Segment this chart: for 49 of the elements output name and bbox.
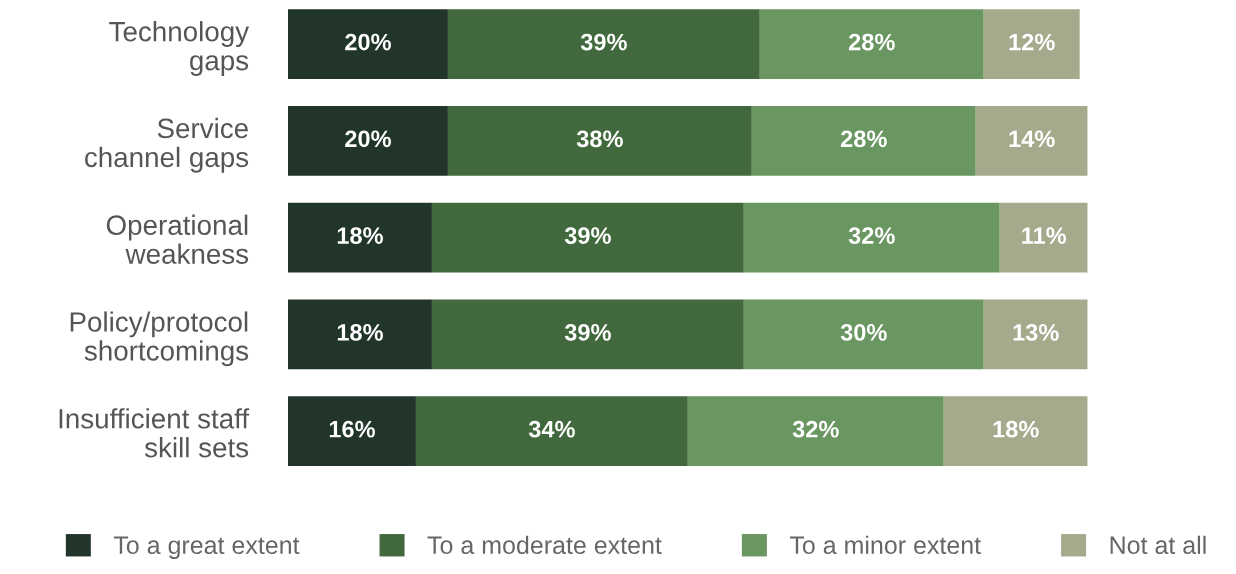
data-label: 28% xyxy=(840,130,887,148)
bar xyxy=(431,299,744,370)
data-label: 30% xyxy=(840,324,887,341)
data-label: 28% xyxy=(848,33,895,51)
bar xyxy=(751,106,976,176)
data-label: 39% xyxy=(564,227,611,245)
bar xyxy=(999,202,1088,273)
bar xyxy=(287,202,432,273)
data-label: 20% xyxy=(345,130,391,148)
data-label: 32% xyxy=(848,227,895,245)
bar xyxy=(287,9,448,79)
y-tick-label: Service channel gaps xyxy=(85,117,249,173)
bar xyxy=(759,9,984,79)
data-label: 20% xyxy=(345,33,391,51)
bar xyxy=(975,106,1088,176)
data-label: 11% xyxy=(1022,227,1067,244)
legend-label: To a moderate extent xyxy=(427,535,662,555)
bar xyxy=(415,396,688,467)
data-label: 38% xyxy=(576,130,623,148)
data-label: 18% xyxy=(337,227,383,244)
bar xyxy=(287,396,416,467)
legend-label: To a minor extent xyxy=(789,535,981,555)
y-tick-label: Insufficient staff skill sets xyxy=(59,408,250,458)
y-tick-label: Technology gaps xyxy=(109,21,250,76)
legend-label: Not at all xyxy=(1110,535,1206,555)
bar xyxy=(983,9,1080,79)
data-label: 18% xyxy=(993,420,1039,438)
data-label: 39% xyxy=(580,33,627,51)
bar xyxy=(687,396,944,467)
legend-label: To a great extent xyxy=(113,536,300,559)
bar xyxy=(983,299,1088,370)
bar xyxy=(447,9,760,79)
data-label: 13% xyxy=(1013,324,1059,341)
data-label: 34% xyxy=(528,420,575,438)
y-tick-label: Operational weakness xyxy=(106,214,249,264)
bar xyxy=(743,202,1000,273)
data-label: 39% xyxy=(564,324,611,341)
data-label: 12% xyxy=(1009,33,1055,51)
bar xyxy=(943,396,1088,467)
data-label: 16% xyxy=(329,420,375,438)
data-label: 14% xyxy=(1009,130,1055,148)
bar xyxy=(287,299,432,370)
data-label: 32% xyxy=(792,420,839,438)
bar xyxy=(447,106,752,176)
bar xyxy=(431,202,744,273)
y-tick-label: Policy/protocol shortcomings xyxy=(70,311,249,367)
bar xyxy=(287,106,448,176)
bar xyxy=(743,299,984,370)
data-label: 18% xyxy=(337,324,383,341)
